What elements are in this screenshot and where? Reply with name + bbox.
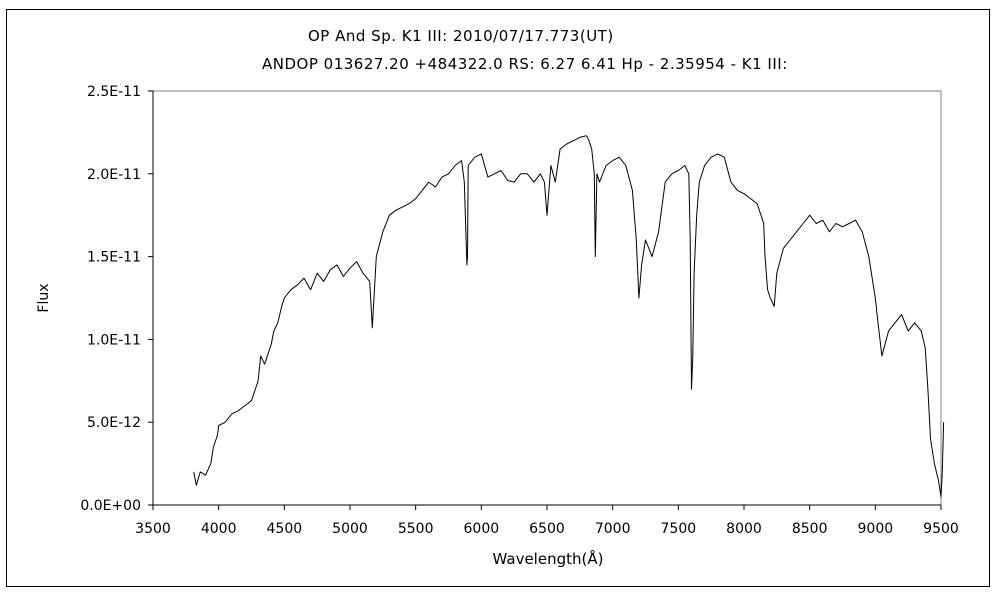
x-tick-label: 5000 xyxy=(332,521,368,537)
series-group xyxy=(193,135,945,498)
x-tick-label: 8000 xyxy=(726,521,762,537)
y-tick-label: 2.0E-11 xyxy=(87,167,141,183)
y-tick-label: 5.0E-12 xyxy=(87,415,141,431)
y-tick-label: 1.5E-11 xyxy=(87,250,141,266)
chart-subtitle: ANDOP 013627.20 +484322.0 RS: 6.27 6.41 … xyxy=(262,55,788,73)
chart-frame xyxy=(6,9,990,587)
x-tick-label: 5500 xyxy=(398,521,434,537)
y-tick-label: 2.5E-11 xyxy=(87,84,141,100)
x-tick-label: 4000 xyxy=(201,521,237,537)
x-tick-label: 4500 xyxy=(267,521,303,537)
y-axis-ticks: 0.0E+00 5.0E-12 1.0E-11 1.5E-11 2.0E-11 2.5E-… xyxy=(80,84,153,514)
x-tick-label: 3500 xyxy=(135,521,171,537)
plot-area xyxy=(152,90,942,506)
x-axis-ticks: 3500 4000 4500 5000 5500 6000 6500 7000 7500 8000… xyxy=(135,505,959,537)
spectrum-line xyxy=(193,135,945,498)
y-tick-label: 1.0E-11 xyxy=(87,332,141,348)
x-tick-label: 9500 xyxy=(923,521,959,537)
x-tick-label: 9000 xyxy=(858,521,894,537)
y-axis-label: Flux xyxy=(36,283,52,312)
x-axis-label: Wavelength(Å) xyxy=(493,549,604,568)
chart-title: OP And Sp. K1 III: 2010/07/17.773(UT) xyxy=(308,27,614,45)
x-tick-label: 6000 xyxy=(464,521,500,537)
x-tick-label: 8500 xyxy=(792,521,828,537)
x-tick-label: 7500 xyxy=(661,521,697,537)
x-tick-label: 7000 xyxy=(595,521,631,537)
y-tick-label: 0.0E+00 xyxy=(80,498,141,514)
x-tick-label: 6500 xyxy=(529,521,565,537)
